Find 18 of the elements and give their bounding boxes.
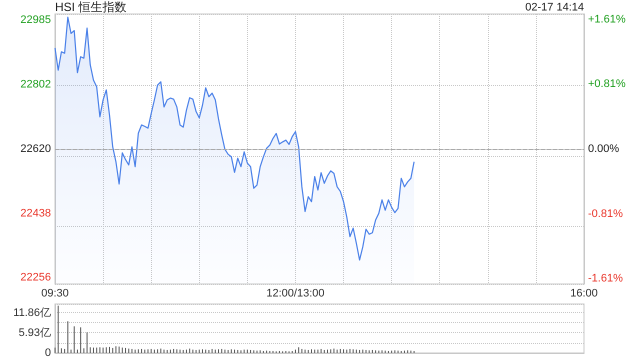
y-tick-label: 22438 — [20, 207, 51, 220]
y2-tick-label: -1.61% — [588, 272, 624, 284]
y-tick-label: 22985 — [20, 14, 51, 26]
y-tick-label: 11.86亿 — [13, 306, 51, 319]
y-tick-label: 22620 — [20, 143, 51, 155]
x-tick-label: 16:00 — [570, 288, 598, 300]
text: 02-17 14:14 — [525, 2, 584, 14]
y-tick-label: 5.93亿 — [18, 326, 51, 339]
y2-tick-label: +0.81% — [588, 78, 626, 90]
y2-tick-label: 0.00% — [588, 143, 620, 155]
y-tick-label: 0 — [44, 347, 51, 359]
y-tick-label: 22802 — [20, 78, 51, 91]
chart-title: HSI 恒生指数 — [55, 0, 126, 14]
y2-tick-label: -0.81% — [588, 208, 624, 220]
x-tick-label: 12:00/13:00 — [266, 288, 325, 300]
y-tick-label: 22256 — [20, 272, 51, 284]
y2-tick-label: +1.61% — [588, 14, 626, 26]
x-tick-label: 09:30 — [41, 288, 69, 300]
